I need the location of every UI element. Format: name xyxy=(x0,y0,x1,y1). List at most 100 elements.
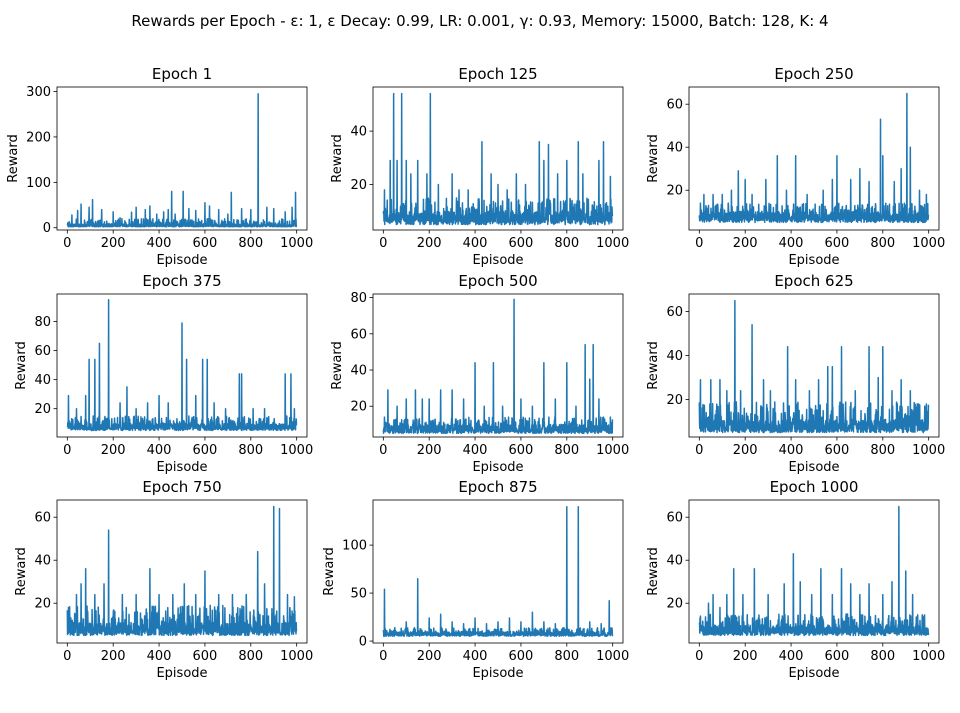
x-tick-label: 200 xyxy=(101,649,126,664)
y-axis-label: Reward xyxy=(6,134,21,182)
y-axis-label: Reward xyxy=(14,547,29,595)
y-axis-label: Reward xyxy=(330,341,345,389)
subplot-title: Epoch 1000 xyxy=(770,478,859,496)
y-tick-label: 20 xyxy=(34,597,51,612)
subplot-5: 0 200 400 600 800 1000 20 40 60 80 Epoch 500 Episod… xyxy=(330,272,629,475)
x-tick-label: 0 xyxy=(695,236,703,251)
subplot-title: Epoch 625 xyxy=(774,272,853,290)
y-tick-label: 60 xyxy=(666,511,683,526)
x-tick-label: 600 xyxy=(509,236,534,251)
x-tick-label: 800 xyxy=(238,649,263,664)
y-tick-label: 20 xyxy=(34,402,51,417)
subplot-title: Epoch 125 xyxy=(458,65,537,83)
subplot-6: 0 200 400 600 800 1000 20 40 60 Epoch 625 Episode R… xyxy=(646,272,945,475)
axes-frame xyxy=(56,86,308,231)
y-tick-label: 80 xyxy=(350,291,367,306)
x-tick-label: 400 xyxy=(779,649,804,664)
x-tick-label: 600 xyxy=(825,443,850,458)
x-tick-label: 0 xyxy=(63,236,71,251)
subplot-title: Epoch 500 xyxy=(458,272,537,290)
y-tick-label: 60 xyxy=(350,327,367,342)
x-tick-label: 1000 xyxy=(912,443,945,458)
x-tick-label: 0 xyxy=(63,649,71,664)
y-axis-label: Reward xyxy=(14,341,29,389)
x-tick-label: 1000 xyxy=(280,443,313,458)
x-tick-label: 800 xyxy=(554,443,579,458)
axes-frame xyxy=(56,293,308,438)
axes-frame xyxy=(688,86,940,231)
y-tick-label: 40 xyxy=(34,554,51,569)
x-axis-label: Episode xyxy=(156,460,207,475)
x-tick-label: 800 xyxy=(238,443,263,458)
x-tick-label: 200 xyxy=(733,236,758,251)
x-axis-label: Episode xyxy=(788,460,839,475)
y-axis-label: Reward xyxy=(322,547,337,595)
reward-series-line xyxy=(382,505,614,638)
y-axis-label: Reward xyxy=(646,341,661,389)
x-tick-label: 800 xyxy=(870,649,895,664)
x-tick-label: 400 xyxy=(463,443,488,458)
x-tick-label: 0 xyxy=(379,236,387,251)
x-tick-label: 800 xyxy=(870,236,895,251)
x-tick-label: 0 xyxy=(379,649,387,664)
x-tick-label: 400 xyxy=(779,443,804,458)
x-tick-label: 800 xyxy=(554,236,579,251)
x-tick-label: 200 xyxy=(417,236,442,251)
y-tick-label: 40 xyxy=(350,125,367,140)
reward-series-line xyxy=(66,505,298,637)
y-tick-label: 40 xyxy=(34,373,51,388)
y-tick-label: 80 xyxy=(34,315,51,330)
y-tick-label: 0 xyxy=(43,221,51,236)
x-tick-label: 400 xyxy=(463,236,488,251)
y-axis-label: Reward xyxy=(330,134,345,182)
x-tick-label: 1000 xyxy=(596,443,629,458)
y-axis-label: Reward xyxy=(646,547,661,595)
x-tick-label: 800 xyxy=(554,649,579,664)
x-tick-label: 600 xyxy=(193,443,218,458)
x-tick-label: 800 xyxy=(870,443,895,458)
subplot-8: 0 200 400 600 800 1000 0 50 100 Epoch 875 Episode R… xyxy=(322,478,629,681)
x-tick-label: 600 xyxy=(193,649,218,664)
y-tick-label: 20 xyxy=(666,184,683,199)
axes-frame xyxy=(688,293,940,438)
x-tick-label: 400 xyxy=(147,236,172,251)
x-tick-label: 400 xyxy=(147,649,172,664)
subplot-3: 0 200 400 600 800 1000 20 40 60 Epoch 250 Episode R… xyxy=(646,65,945,268)
x-tick-label: 1000 xyxy=(280,649,313,664)
x-tick-label: 200 xyxy=(101,443,126,458)
subplot-title: Epoch 875 xyxy=(458,478,537,496)
x-tick-label: 1000 xyxy=(912,236,945,251)
x-tick-label: 200 xyxy=(733,649,758,664)
x-axis-label: Episode xyxy=(472,253,523,268)
axes-frame xyxy=(372,293,624,438)
x-tick-label: 400 xyxy=(463,649,488,664)
x-tick-label: 200 xyxy=(417,649,442,664)
reward-series-line xyxy=(66,93,298,228)
x-tick-label: 0 xyxy=(695,649,703,664)
x-tick-label: 0 xyxy=(63,443,71,458)
x-axis-label: Episode xyxy=(788,666,839,681)
y-tick-label: 60 xyxy=(666,98,683,113)
reward-series-line xyxy=(382,92,614,226)
figure-title: Rewards per Epoch - ε: 1, ε Decay: 0.99,… xyxy=(131,12,828,30)
y-axis-label: Reward xyxy=(646,134,661,182)
x-tick-label: 400 xyxy=(779,236,804,251)
y-tick-label: 40 xyxy=(666,349,683,364)
y-tick-label: 20 xyxy=(350,178,367,193)
reward-series-line xyxy=(66,299,298,432)
subplot-9: 0 200 400 600 800 1000 20 40 60 Epoch 1000 Episode… xyxy=(646,478,945,681)
x-tick-label: 1000 xyxy=(280,236,313,251)
y-tick-label: 20 xyxy=(666,597,683,612)
y-tick-label: 60 xyxy=(34,511,51,526)
y-tick-label: 40 xyxy=(666,554,683,569)
y-tick-label: 300 xyxy=(26,85,51,100)
y-tick-label: 50 xyxy=(350,587,367,602)
axes-frame xyxy=(56,499,308,644)
subplot-4: 0 200 400 600 800 1000 20 40 60 80 Epoch 375 Episod… xyxy=(14,272,313,475)
x-axis-label: Episode xyxy=(472,666,523,681)
x-tick-label: 600 xyxy=(509,443,534,458)
reward-series-line xyxy=(382,298,614,435)
reward-series-line xyxy=(698,505,930,637)
subplot-title: Epoch 750 xyxy=(142,478,221,496)
